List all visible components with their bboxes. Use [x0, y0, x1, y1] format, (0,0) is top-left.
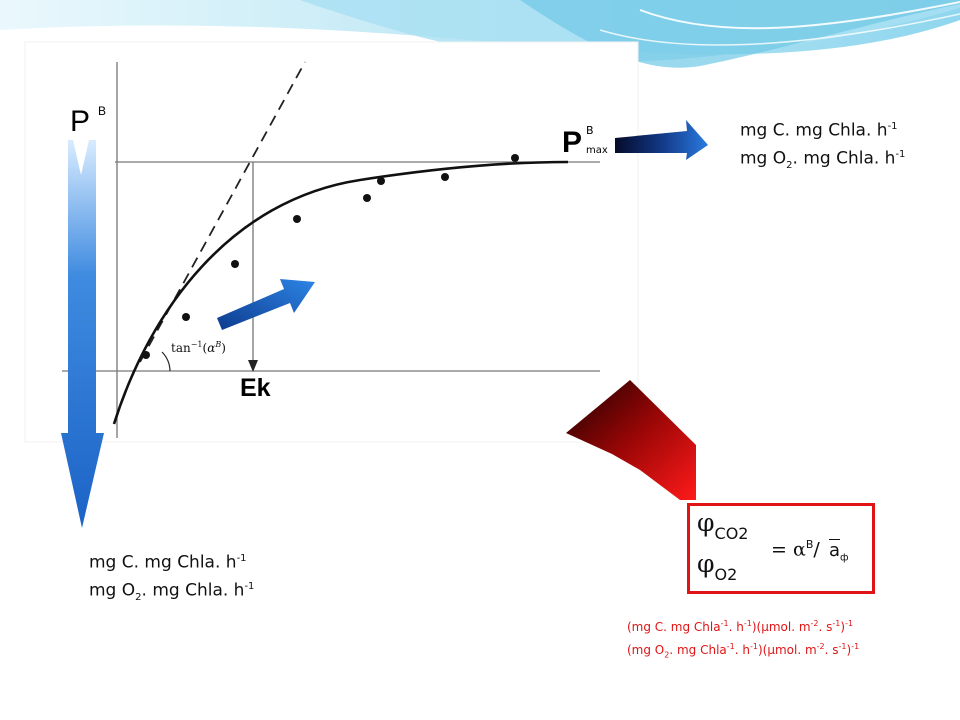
formula-slash: /: [813, 538, 820, 561]
ru1-a: (mg C. mg Chla: [627, 620, 721, 634]
ru2-a: (mg O: [627, 643, 665, 657]
pmax-sup: B: [586, 124, 594, 137]
formula-equals: =: [771, 538, 787, 561]
tan-text: tan: [171, 341, 191, 355]
units-right: mg C. mg Chla. h-1 mg O2. mg Chla. h-1: [740, 115, 905, 178]
angle-arc: [161, 351, 171, 372]
units-bottom-line2-pre: mg O: [89, 580, 136, 601]
formula-abar-letter: a: [829, 540, 841, 561]
ru1-d-sup: -2: [810, 619, 819, 628]
data-point: [511, 154, 519, 162]
units-right-line-1: mg C. mg Chla. h-1: [740, 115, 905, 143]
red-units-line-2: (mg O2. mg Chla-1. h-1)(μmol. m-2. s-1)-…: [627, 637, 859, 664]
phi-o2: φO2: [697, 549, 737, 584]
ek-arrowhead: [248, 360, 258, 372]
units-right-line2-sub: 2: [786, 159, 793, 171]
units-bottom-line2-sup: -1: [244, 580, 255, 592]
ru1-a-sup: -1: [720, 619, 729, 628]
tan-exp: −1: [190, 340, 203, 349]
phi-o2-symbol: φ: [697, 549, 715, 578]
data-point: [377, 177, 385, 185]
red-units-line-1: (mg C. mg Chla-1. h-1)(μmol. m-2. s-1)-1: [627, 614, 859, 637]
diagonal-arrow-icon: [217, 279, 315, 330]
data-point: [231, 260, 239, 268]
formula-alpha-sup: B: [805, 538, 814, 551]
phi-o2-sub: O2: [714, 565, 738, 584]
red-chevron-arrow-icon: [566, 380, 696, 500]
data-point: [293, 215, 301, 223]
units-right-line2-sup: -1: [895, 148, 906, 160]
y-axis-letter: P: [70, 105, 91, 138]
right-arrow-icon: [615, 120, 708, 160]
tan-label: tan−1(αB): [171, 340, 226, 355]
units-bottom-line1-sup: -1: [236, 553, 247, 564]
formula-abar-sub: ф: [840, 552, 849, 564]
ru1-b-sup: -1: [743, 619, 752, 628]
ru1-c: )(: [751, 620, 762, 634]
units-right-line-2: mg O2. mg Chla. h-1: [740, 143, 905, 178]
units-bottom-line2-sub: 2: [135, 591, 142, 603]
ru1-e: . s: [818, 620, 833, 634]
ru2-b: . mg Chla: [669, 643, 727, 657]
ru1-e-sup: -1: [832, 619, 841, 628]
units-bottom-line2-post: . mg Chla. h: [141, 580, 245, 601]
ru1-f: ): [840, 620, 846, 634]
ru2-f-sup: -1: [838, 642, 847, 651]
ru2-c: . h: [734, 643, 750, 657]
units-bottom-line-1: mg C. mg Chla. h-1: [89, 547, 254, 575]
ru2-e-sup: -2: [816, 642, 825, 651]
quantum-yield-formula-box: [687, 503, 875, 594]
ru2-d: )(: [757, 643, 768, 657]
ru2-b-sup: -1: [726, 642, 735, 651]
y-axis-sup: B: [98, 104, 107, 118]
phi-co2-symbol: φ: [697, 508, 715, 537]
red-units: (mg C. mg Chla-1. h-1)(μmol. m-2. s-1)-1…: [627, 614, 859, 664]
phi-co2-sub: CO2: [714, 524, 749, 543]
ru2-mu: μ: [767, 643, 775, 657]
units-bottom-line-2: mg O2. mg Chla. h-1: [89, 575, 254, 610]
pe-curve: [112, 160, 569, 425]
formula-abar: aф: [829, 540, 849, 564]
ru2-f: . s: [824, 643, 839, 657]
units-right-line2-post: . mg Chla. h: [792, 148, 896, 169]
data-point: [441, 173, 449, 181]
tan-open: (: [202, 341, 208, 355]
ru1-b: . h: [728, 620, 744, 634]
ru2-g-sup: -1: [851, 642, 860, 651]
data-point: [182, 313, 190, 321]
ru2-g: ): [846, 643, 852, 657]
ek-label: Ek: [240, 374, 271, 402]
data-point: [142, 351, 150, 359]
units-right-line1-sup: -1: [887, 121, 898, 132]
units-right-line2-pre: mg O: [740, 148, 787, 169]
units-right-line1-text: mg C. mg Chla. h: [740, 120, 888, 141]
units-bottom-line1-text: mg C. mg Chla. h: [89, 552, 237, 573]
pmax-letter: P: [562, 126, 583, 159]
formula-alpha: α: [792, 538, 806, 561]
graph-panel: [24, 41, 639, 443]
ru1-d: mol. m: [768, 620, 811, 634]
tan-alpha: α: [207, 341, 216, 355]
ru1-f-sup: -1: [845, 619, 854, 628]
phi-co2: φCO2: [697, 508, 748, 543]
pmax-sub: max: [586, 145, 608, 156]
units-bottom: mg C. mg Chla. h-1 mg O2. mg Chla. h-1: [89, 547, 254, 610]
tan-close: ): [221, 341, 226, 355]
pmax-label: P: [562, 126, 582, 160]
down-arrow-icon: [61, 140, 104, 528]
ru2-a-sub: 2: [664, 650, 670, 660]
tan-alpha-sup: B: [215, 340, 222, 349]
formula-rhs: = αB/: [771, 538, 820, 560]
ru2-e: mol. m: [774, 643, 817, 657]
ru2-c-sup: -1: [749, 642, 758, 651]
data-point: [363, 194, 371, 202]
ru1-mu: μ: [761, 620, 769, 634]
data-points: [142, 154, 519, 359]
